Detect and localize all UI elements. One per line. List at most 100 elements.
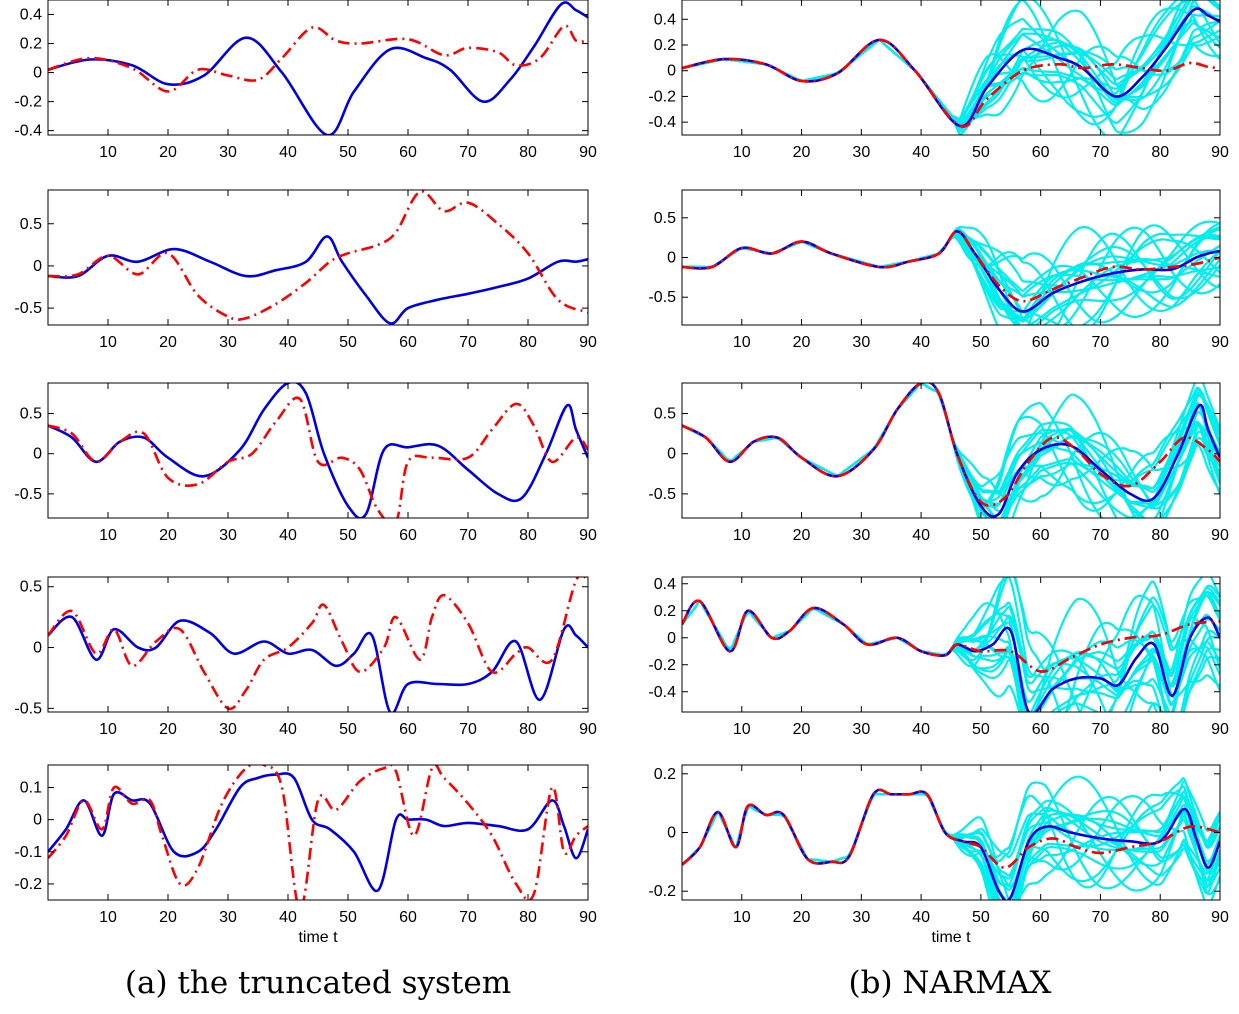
x-tick-label: 90 — [1211, 144, 1229, 161]
x-tick-label: 40 — [912, 721, 930, 738]
y-tick-label: 0.5 — [20, 216, 42, 233]
x-tick-label: 20 — [793, 721, 811, 738]
x-tick-label: 50 — [972, 909, 990, 926]
x-tick-label: 80 — [519, 527, 537, 544]
x-tick-label: 80 — [519, 334, 537, 351]
plot-area — [682, 577, 1220, 712]
x-tick-label: 60 — [399, 909, 417, 926]
y-tick-label: -0.2 — [648, 88, 676, 105]
x-tick-label: 60 — [1032, 334, 1050, 351]
x-tick-label: 60 — [399, 144, 417, 161]
y-tick-label: 0.4 — [654, 576, 676, 593]
ensemble-line-18 — [682, 383, 1220, 518]
x-tick-label: 70 — [1092, 721, 1110, 738]
x-tick-label: 40 — [279, 527, 297, 544]
ensemble-line-1 — [682, 383, 1220, 509]
ensemble-line-5 — [682, 383, 1220, 510]
x-tick-label: 40 — [279, 721, 297, 738]
ensemble-line-17 — [682, 383, 1220, 513]
ensemble-line-8 — [682, 225, 1220, 324]
x-tick-label: 90 — [1211, 721, 1229, 738]
x-tick-label: 90 — [579, 721, 597, 738]
x-tick-label: 10 — [733, 909, 751, 926]
x-tick-label: 60 — [399, 334, 417, 351]
x-tick-label: 10 — [733, 721, 751, 738]
x-tick-label: 40 — [279, 909, 297, 926]
x-tick-label: 80 — [1151, 527, 1169, 544]
plot-area — [682, 383, 1220, 518]
model-series-line — [48, 383, 588, 518]
y-tick-label: -0.2 — [648, 657, 676, 674]
x-tick-label: 10 — [99, 721, 117, 738]
caption-truncated-system: (a) the truncated system — [124, 965, 512, 1001]
ensemble-line-16 — [682, 577, 1220, 712]
x-tick-label: 10 — [99, 527, 117, 544]
x-tick-label: 20 — [793, 334, 811, 351]
x-tick-label: 30 — [219, 721, 237, 738]
y-tick-label: 0.4 — [20, 7, 42, 24]
reference-series-line — [48, 24, 588, 93]
chart-panel-b3: 10 20 30 40 50 60 70 80 90 -0.5 0 0.5 — [648, 382, 1229, 544]
chart-panel-a5: 10 20 30 40 50 60 70 80 90 -0.2 -0.1 0 0.1 time t — [14, 764, 597, 946]
ensemble-line-6 — [682, 577, 1220, 712]
x-tick-label: 30 — [852, 909, 870, 926]
x-tick-label: 80 — [1151, 144, 1169, 161]
axes-frame — [681, 382, 1221, 519]
plot-area — [682, 775, 1220, 900]
x-tick-label: 50 — [339, 721, 357, 738]
ensemble-line-2 — [682, 0, 1220, 124]
x-axis-label: time t — [931, 929, 971, 946]
reference-series-overlay — [682, 38, 1220, 128]
x-tick-label: 40 — [912, 144, 930, 161]
x-tick-label: 30 — [852, 721, 870, 738]
ensemble-line-14 — [682, 383, 1220, 518]
x-tick-label: 30 — [852, 334, 870, 351]
axes-frame — [47, 189, 589, 326]
model-series-line — [48, 1, 588, 135]
x-tick-label: 40 — [912, 909, 930, 926]
x-tick-label: 90 — [1211, 334, 1229, 351]
x-tick-label: 30 — [852, 527, 870, 544]
x-tick-label: 80 — [1151, 334, 1169, 351]
chart-panel-a2: 10 20 30 40 50 60 70 80 90 -0.5 0 0.5 — [14, 189, 597, 351]
x-tick-label: 70 — [459, 909, 477, 926]
x-tick-label: 70 — [459, 334, 477, 351]
plot-area — [48, 1, 588, 135]
caption-narmax: (b) NARMAX — [848, 965, 1052, 1001]
y-tick-label: -0.2 — [14, 94, 42, 111]
axes-frame — [681, 0, 1221, 136]
y-tick-label: -0.4 — [648, 684, 676, 701]
x-tick-label: 80 — [1151, 909, 1169, 926]
ensemble-line-12 — [682, 383, 1220, 518]
x-tick-label: 60 — [399, 527, 417, 544]
chart-panel-b2: 10 20 30 40 50 60 70 80 90 -0.5 0 0.5 — [648, 189, 1229, 351]
chart-panel-a3: 10 20 30 40 50 60 70 80 90 -0.5 0 0.5 — [14, 382, 597, 544]
y-tick-label: 0 — [667, 446, 676, 463]
x-tick-label: 10 — [99, 909, 117, 926]
x-tick-label: 70 — [459, 527, 477, 544]
x-tick-label: 30 — [219, 527, 237, 544]
reference-series-line — [682, 599, 1220, 673]
y-tick-label: 0.5 — [654, 406, 676, 423]
plot-area — [48, 383, 588, 518]
chart-panel-b4: 10 20 30 40 50 60 70 80 90 -0.4 -0.2 0 0.2 0.4 — [648, 576, 1229, 738]
x-tick-label: 70 — [1092, 144, 1110, 161]
x-tick-label: 20 — [159, 721, 177, 738]
y-tick-label: 0.5 — [20, 406, 42, 423]
y-tick-label: -0.2 — [14, 876, 42, 893]
ensemble-line-17 — [682, 0, 1220, 124]
y-tick-label: 0.2 — [654, 603, 676, 620]
x-tick-label: 50 — [339, 527, 357, 544]
x-tick-label: 50 — [339, 334, 357, 351]
y-tick-label: -0.4 — [14, 123, 42, 140]
y-tick-label: -0.5 — [648, 486, 676, 503]
x-tick-label: 10 — [99, 334, 117, 351]
model-series-line — [48, 235, 588, 325]
axes-frame — [47, 576, 589, 713]
x-tick-label: 30 — [852, 144, 870, 161]
y-tick-label: 0.5 — [20, 579, 42, 596]
y-tick-label: 0 — [33, 812, 42, 829]
ensemble-line-16 — [682, 792, 1220, 889]
y-tick-label: 0.2 — [20, 36, 42, 53]
